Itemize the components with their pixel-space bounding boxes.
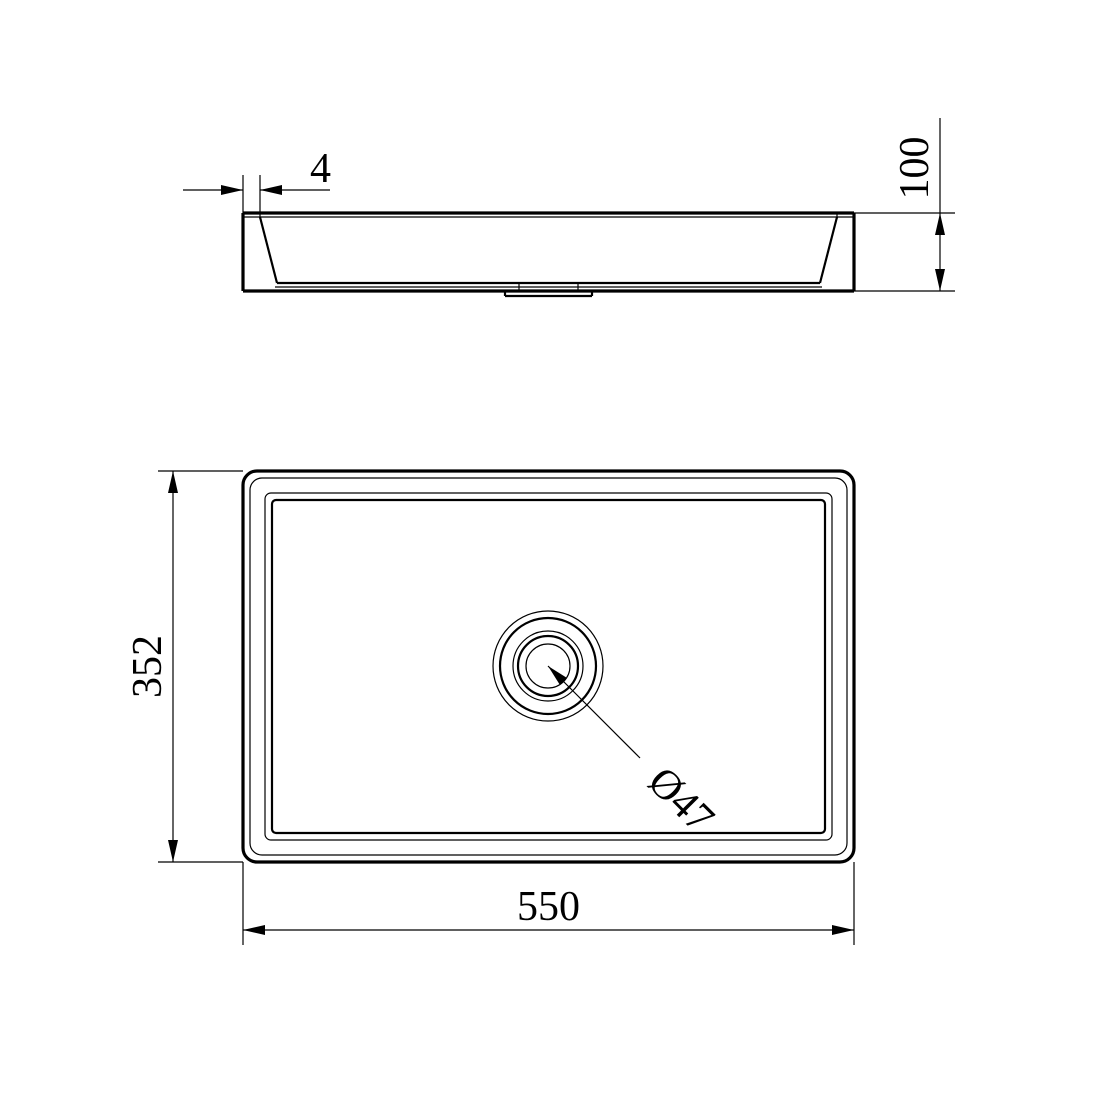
dim-depth: 352 — [125, 635, 171, 698]
technical-drawing: 550 352 100 4 Ø47 — [0, 0, 1109, 1109]
side-view — [243, 213, 854, 296]
dim-drain: Ø47 — [639, 759, 723, 843]
dim-width: 550 — [517, 884, 580, 930]
dim-wall: 4 — [310, 146, 331, 192]
dim-height: 100 — [892, 137, 938, 200]
